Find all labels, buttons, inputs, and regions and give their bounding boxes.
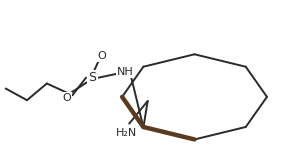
Text: O: O — [98, 51, 106, 61]
Text: O: O — [62, 93, 71, 103]
Text: S: S — [88, 71, 96, 84]
Text: NH: NH — [117, 67, 133, 77]
Text: H₂N: H₂N — [116, 128, 137, 138]
